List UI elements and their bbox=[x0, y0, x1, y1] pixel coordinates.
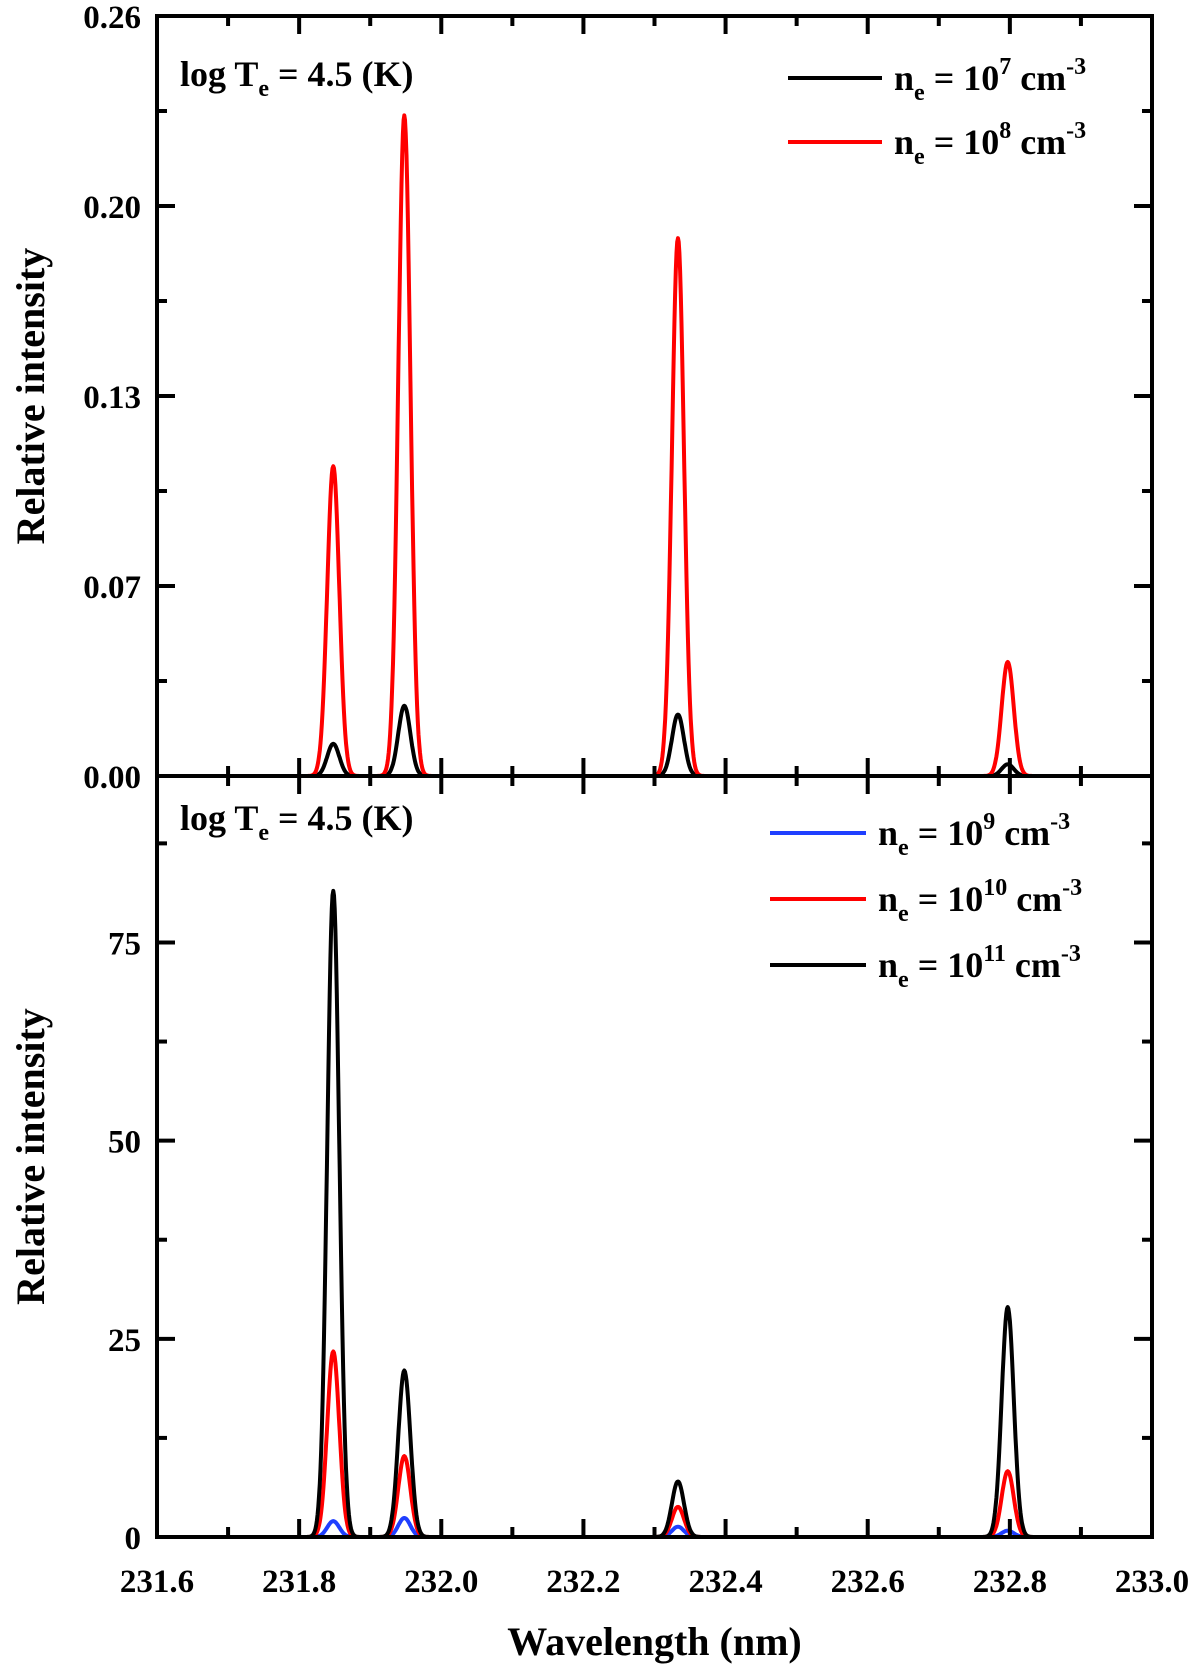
legend-text: n bbox=[894, 122, 914, 162]
annotation-subscript: e bbox=[258, 820, 269, 846]
x-tick-label: 232.6 bbox=[831, 1564, 905, 1600]
annotation-text: = 4.5 (K) bbox=[269, 54, 414, 94]
legend-text: cm bbox=[1007, 879, 1062, 919]
legend-superscript: 10 bbox=[983, 875, 1007, 901]
legend-text: n bbox=[878, 813, 898, 853]
legend-subscript: e bbox=[914, 80, 925, 106]
x-tick-label: 231.8 bbox=[262, 1564, 336, 1600]
y-tick-label: 0.00 bbox=[83, 760, 141, 796]
legend-item-1: ne = 107 cm-3 bbox=[788, 54, 1086, 106]
legend-item-2: ne = 1010 cm-3 bbox=[770, 875, 1082, 927]
x-tick-label: 232.4 bbox=[688, 1564, 762, 1600]
annotation-text: = 4.5 (K) bbox=[269, 798, 414, 838]
legend-superscript: -3 bbox=[1062, 875, 1082, 901]
legend-subscript: e bbox=[914, 144, 925, 170]
x-tick-label: 232.2 bbox=[546, 1564, 620, 1600]
legend-item-3: ne = 1011 cm-3 bbox=[770, 941, 1081, 993]
legend-subscript: e bbox=[898, 835, 909, 861]
y-axis-label: Relative intensity bbox=[8, 248, 53, 545]
legend-text: cm bbox=[1011, 122, 1066, 162]
legend-text: = 10 bbox=[909, 879, 984, 919]
x-tick-label: 232.0 bbox=[404, 1564, 478, 1600]
y-tick-label: 0.13 bbox=[83, 380, 141, 416]
x-tick-label: 232.8 bbox=[973, 1564, 1047, 1600]
y-tick-label: 25 bbox=[108, 1323, 141, 1359]
legend-label: ne = 109 cm-3 bbox=[878, 809, 1070, 861]
legend-superscript: -3 bbox=[1066, 54, 1086, 80]
legend-text: n bbox=[878, 945, 898, 985]
panel-1: 0.00 0.07 0.13 0.20 0.26 Relative intensity lo… bbox=[8, 0, 1154, 796]
legend-text: n bbox=[894, 58, 914, 98]
y-tick-label: 50 bbox=[108, 1125, 141, 1161]
y-axis-label: Relative intensity bbox=[8, 1008, 53, 1305]
legend-superscript: 8 bbox=[999, 118, 1011, 144]
legend-superscript: 9 bbox=[983, 809, 995, 835]
x-tick-label: 233.0 bbox=[1115, 1564, 1189, 1600]
legend-superscript: 7 bbox=[999, 54, 1011, 80]
y-tick-label: 0.07 bbox=[83, 570, 141, 606]
y-tick-label: 75 bbox=[108, 926, 141, 962]
series-line-3 bbox=[155, 888, 1154, 1539]
legend-label: ne = 108 cm-3 bbox=[894, 118, 1086, 170]
y-tick-label: 0.20 bbox=[83, 190, 141, 226]
legend-text: = 10 bbox=[909, 945, 984, 985]
legend-subscript: e bbox=[898, 901, 909, 927]
y-tick-label: 0.26 bbox=[83, 0, 141, 36]
annotation-text: log T bbox=[180, 798, 258, 838]
x-axis-label: Wavelength (nm) bbox=[507, 1619, 801, 1664]
legend-label: ne = 1010 cm-3 bbox=[878, 875, 1082, 927]
legend-label: ne = 107 cm-3 bbox=[894, 54, 1086, 106]
legend-superscript: 11 bbox=[983, 941, 1006, 967]
annotation-text: log T bbox=[180, 54, 258, 94]
legend-superscript: -3 bbox=[1050, 809, 1070, 835]
series-line-2 bbox=[155, 113, 1154, 778]
temperature-annotation: log Te = 4.5 (K) bbox=[180, 54, 414, 102]
y-tick-label: 0 bbox=[125, 1521, 142, 1557]
legend-text: cm bbox=[995, 813, 1050, 853]
legend-superscript: -3 bbox=[1061, 941, 1081, 967]
legend-text: = 10 bbox=[925, 122, 1000, 162]
annotation-subscript: e bbox=[258, 76, 269, 102]
legend-text: cm bbox=[1011, 58, 1066, 98]
temperature-annotation: log Te = 4.5 (K) bbox=[180, 798, 414, 846]
legend-item-1: ne = 109 cm-3 bbox=[770, 809, 1070, 861]
legend-text: = 10 bbox=[925, 58, 1000, 98]
legend-label: ne = 1011 cm-3 bbox=[878, 941, 1081, 993]
legend-text: = 10 bbox=[909, 813, 984, 853]
legend-text: cm bbox=[1006, 945, 1061, 985]
x-tick-label: 231.6 bbox=[120, 1564, 194, 1600]
legend-superscript: -3 bbox=[1066, 118, 1086, 144]
legend-item-2: ne = 108 cm-3 bbox=[788, 118, 1086, 170]
legend-text: n bbox=[878, 879, 898, 919]
legend-subscript: e bbox=[898, 967, 909, 993]
